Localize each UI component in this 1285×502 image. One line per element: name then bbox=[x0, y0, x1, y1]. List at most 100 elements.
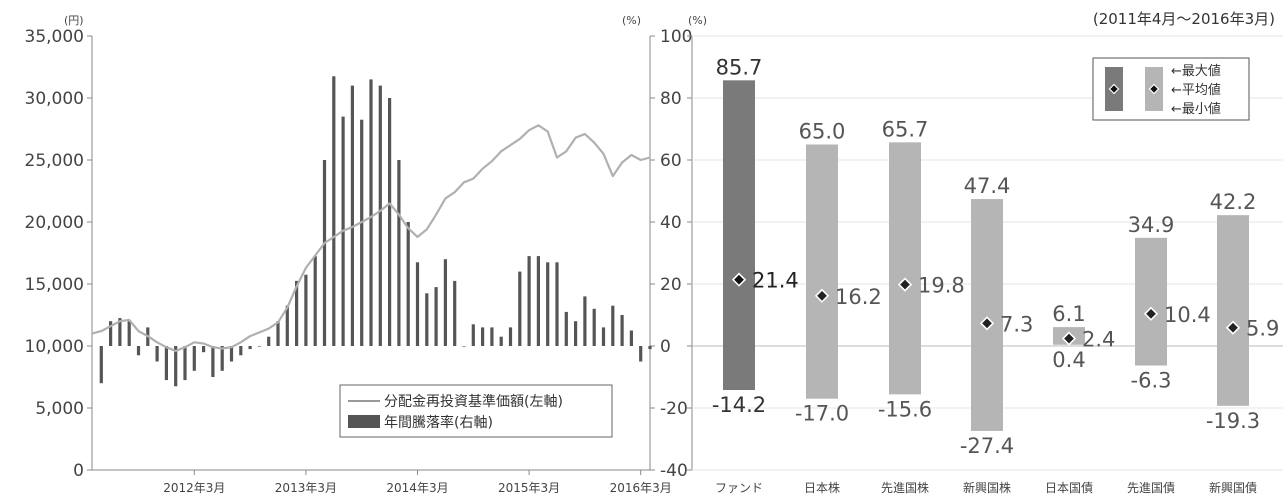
max-value-label: 65.0 bbox=[799, 120, 846, 144]
avg-value-label: 19.8 bbox=[918, 274, 965, 298]
average-marker bbox=[814, 288, 830, 303]
legend-diamond bbox=[1148, 83, 1160, 95]
return-bar bbox=[360, 119, 364, 346]
return-bar bbox=[527, 256, 531, 346]
return-bar bbox=[276, 321, 280, 346]
x-tick-label: 2014年3月 bbox=[386, 481, 448, 495]
return-bar bbox=[313, 256, 317, 346]
return-bar bbox=[295, 280, 299, 346]
right-tick-label: 0 bbox=[660, 337, 671, 357]
return-bar bbox=[490, 327, 494, 346]
return-bar bbox=[564, 311, 568, 346]
left-chart: (円) (%) 0 5,000 10,000 15,000 20,000 25,000 30… bbox=[25, 14, 693, 495]
average-marker bbox=[897, 277, 913, 292]
return-bar bbox=[183, 346, 187, 381]
min-value-label: -17.0 bbox=[795, 402, 849, 426]
left-tick-label: 10,000 bbox=[25, 337, 84, 357]
return-bar bbox=[257, 346, 261, 347]
return-bar bbox=[239, 346, 243, 356]
max-value-label: 47.4 bbox=[964, 174, 1011, 198]
return-bar bbox=[471, 324, 475, 346]
right-tick-label: 80 bbox=[660, 89, 682, 109]
left-tick-label: 15,000 bbox=[25, 275, 84, 295]
return-bar bbox=[415, 262, 420, 346]
left-tick-label: 25,000 bbox=[25, 151, 84, 171]
return-bar bbox=[174, 346, 178, 387]
return-bar bbox=[639, 346, 643, 362]
right-tick-label: 60 bbox=[660, 151, 682, 171]
right-axis-unit: (%) bbox=[622, 14, 641, 27]
return-bar bbox=[434, 287, 438, 346]
category-label: 日本国債 bbox=[1045, 480, 1093, 495]
right-tick-label: 20 bbox=[660, 275, 682, 295]
period-label: (2011年4月～2016年3月) bbox=[1093, 10, 1275, 28]
return-bar bbox=[350, 85, 354, 346]
left-tick-label: 35,000 bbox=[25, 27, 84, 47]
nav-line bbox=[91, 124, 651, 353]
return-bar bbox=[248, 346, 252, 350]
category-label: ファンド bbox=[715, 481, 763, 495]
return-bar bbox=[583, 296, 587, 346]
avg-value-label: 10.4 bbox=[1164, 303, 1211, 327]
legend-avg-label: ←平均値 bbox=[1171, 82, 1221, 98]
average-marker bbox=[1143, 306, 1159, 321]
return-bar bbox=[192, 346, 196, 371]
max-value-label: 34.9 bbox=[1128, 213, 1175, 237]
return-bar bbox=[118, 318, 122, 346]
range-bar bbox=[723, 80, 755, 391]
min-value-label: -6.3 bbox=[1131, 369, 1172, 393]
right-tick-label: 40 bbox=[660, 213, 682, 233]
return-bar bbox=[369, 79, 373, 347]
return-bar bbox=[536, 256, 540, 346]
avg-value-label: 2.4 bbox=[1082, 328, 1115, 352]
return-bar bbox=[620, 315, 624, 346]
return-bar bbox=[202, 346, 206, 353]
return-bar bbox=[555, 262, 559, 346]
average-marker bbox=[1225, 320, 1241, 335]
average-marker bbox=[979, 316, 995, 331]
left-tick-label: 30,000 bbox=[25, 89, 84, 109]
return-bar bbox=[611, 305, 615, 346]
return-bar bbox=[508, 327, 513, 346]
legend-max-label: ←最大値 bbox=[1171, 63, 1221, 79]
return-bar bbox=[481, 327, 485, 346]
return-bar bbox=[425, 293, 429, 346]
right-tick-label: -20 bbox=[660, 399, 688, 419]
max-value-label: 42.2 bbox=[1210, 190, 1257, 214]
min-value-label: -15.6 bbox=[878, 397, 932, 421]
legend-bar-swatch bbox=[348, 415, 380, 428]
range-chart-unit: (%) bbox=[688, 14, 707, 27]
return-bar bbox=[462, 346, 466, 347]
return-bar bbox=[499, 336, 503, 346]
x-tick-label: 2013年3月 bbox=[275, 481, 337, 495]
return-bar bbox=[518, 271, 522, 346]
min-value-label: -27.4 bbox=[960, 434, 1014, 458]
range-bar bbox=[806, 144, 838, 399]
return-bar bbox=[155, 346, 159, 362]
category-label: 日本株 bbox=[804, 480, 840, 495]
return-bar bbox=[574, 321, 578, 346]
return-bar bbox=[648, 346, 652, 350]
min-value-label: -14.2 bbox=[712, 393, 766, 417]
return-bar bbox=[127, 321, 131, 346]
legend-bar-label: 年間騰落率(右軸) bbox=[384, 414, 493, 431]
category-label: 新興国株 bbox=[963, 480, 1011, 495]
left-tick-label: 0 bbox=[73, 461, 84, 481]
return-bar bbox=[229, 346, 234, 362]
avg-value-label: 5.9 bbox=[1246, 317, 1279, 341]
avg-value-label: 16.2 bbox=[835, 285, 882, 309]
right-tick-label: -40 bbox=[660, 461, 688, 481]
x-tick-label: 2016年3月 bbox=[610, 481, 672, 495]
return-bar bbox=[592, 308, 596, 346]
return-bar bbox=[406, 222, 410, 346]
return-bar bbox=[136, 346, 141, 356]
return-bar bbox=[304, 274, 308, 346]
left-legend-box bbox=[339, 384, 613, 438]
avg-value-label: 21.4 bbox=[752, 269, 799, 293]
min-value-label: 0.4 bbox=[1052, 348, 1085, 372]
return-bar bbox=[378, 85, 382, 346]
x-tick-label: 2015年3月 bbox=[498, 481, 560, 495]
return-bar bbox=[546, 262, 550, 346]
return-bar bbox=[267, 336, 271, 346]
